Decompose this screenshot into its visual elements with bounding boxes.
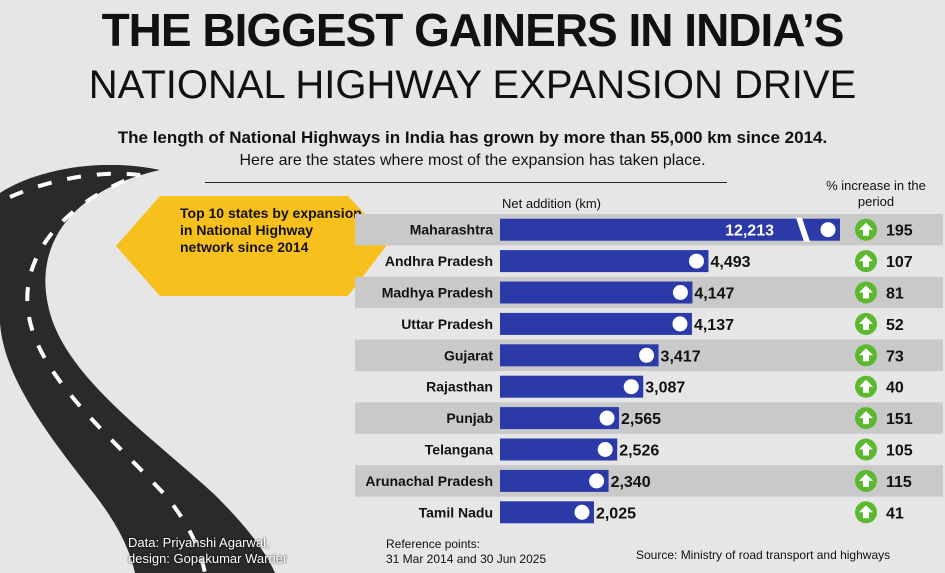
credit-line-2: design: Gopakumar Warrier (128, 551, 288, 566)
bar (500, 375, 644, 398)
data-label: 2,340 (611, 474, 651, 491)
increase-arrow-icon (859, 348, 873, 362)
category-label: Arunachal Pradesh (365, 473, 493, 489)
pct-label: 115 (886, 474, 912, 491)
increase-arrow-icon (859, 254, 873, 268)
bar (500, 218, 840, 241)
bar (500, 344, 659, 367)
increase-arrow-icon (859, 442, 873, 456)
data-label: 4,147 (694, 286, 734, 303)
bar (500, 281, 693, 304)
net-addition-header: Net addition (km) (502, 196, 601, 211)
bar (500, 312, 692, 335)
credit: Data: Priyanshi Agarwal, design: Gopakum… (128, 535, 287, 567)
pct-increase-header: % increase in the period (826, 178, 926, 209)
pct-label: 195 (886, 223, 913, 240)
category-label: Tamil Nadu (419, 504, 493, 520)
data-label: 2,565 (621, 411, 661, 428)
bar-end-dot (817, 219, 839, 241)
data-label: 4,137 (694, 317, 734, 334)
category-label: Telangana (425, 442, 493, 458)
bar-end-dot (594, 439, 616, 460)
data-label: 3,087 (645, 380, 685, 397)
increase-arrow-icon (859, 222, 873, 236)
credit-line-1: Data: Priyanshi Agarwal, (128, 535, 270, 550)
pct-label: 107 (886, 254, 913, 271)
subtitle-rule (205, 182, 727, 183)
bar-end-dot (571, 501, 593, 523)
reference-points-line-1: Reference points: (386, 537, 481, 551)
pct-label: 52 (886, 317, 904, 334)
category-label: Madhya Pradesh (382, 285, 493, 301)
title-line-2: NATIONAL HIGHWAY EXPANSION DRIVE (88, 63, 857, 107)
category-label: Punjab (446, 410, 493, 426)
category-label: Gujarat (444, 347, 493, 363)
bar-end-dot (586, 470, 608, 492)
subtitle-line-1: The length of National Highways in India… (117, 128, 828, 147)
bar (500, 501, 594, 524)
bar (500, 438, 618, 461)
bar-end-dot (636, 344, 658, 366)
increase-arrow-icon (859, 505, 873, 519)
bar (500, 469, 609, 492)
bar-end-dot (669, 282, 691, 303)
increase-arrow-icon (859, 316, 873, 330)
category-label: Maharashtra (410, 222, 493, 238)
pct-label: 105 (886, 443, 913, 460)
bar-end-dot (685, 250, 707, 272)
bar (500, 250, 709, 273)
callout-arrow-shape (116, 196, 390, 296)
data-label: 2,025 (596, 505, 636, 522)
road-surface (0, 165, 275, 573)
row-band (355, 402, 943, 434)
bar-end-dot (620, 376, 642, 398)
callout-text: Top 10 states by expansion in National H… (180, 205, 362, 255)
pct-label: 41 (886, 505, 904, 522)
category-label: Andhra Pradesh (385, 253, 493, 269)
bar (500, 407, 620, 430)
pct-label: 73 (886, 348, 904, 365)
data-label: 12,213 (725, 223, 774, 240)
data-label: 2,526 (619, 443, 659, 460)
pct-label: 81 (886, 286, 904, 303)
increase-arrow-icon (859, 285, 873, 299)
increase-arrow-icon (859, 411, 873, 425)
source: Source: Ministry of road transport and h… (636, 548, 891, 562)
increase-arrow-icon (859, 473, 873, 487)
data-label: 3,417 (661, 348, 701, 365)
callout-banner (116, 196, 390, 296)
road-illustration (0, 165, 275, 573)
category-label: Uttar Pradesh (401, 316, 493, 332)
row-band (355, 465, 943, 497)
title-line-1: THE BIGGEST GAINERS IN INDIA’S (101, 4, 845, 56)
pct-label: 40 (886, 380, 904, 397)
subtitle-line-2: Here are the states where most of the ex… (239, 152, 706, 169)
pct-label: 151 (886, 411, 913, 428)
axis-break-mark (796, 217, 810, 242)
increase-arrow-icon (859, 379, 873, 393)
data-label: 4,493 (710, 254, 750, 271)
bar-end-dot (669, 313, 691, 335)
reference-points: Reference points: 31 Mar 2014 and 30 Jun… (386, 537, 546, 567)
bar-end-dot (596, 407, 618, 429)
reference-points-line-2: 31 Mar 2014 and 30 Jun 2025 (386, 552, 547, 566)
category-label: Rajasthan (426, 379, 493, 395)
